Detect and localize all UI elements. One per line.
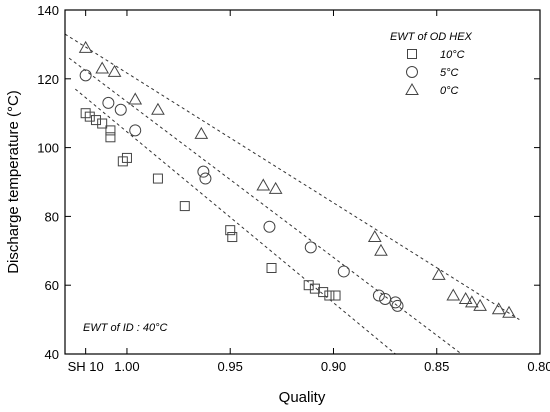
data-point-square [309,283,320,294]
legend-title: EWT of OD HEX [390,31,473,43]
data-point-triangle [491,302,506,315]
y-tick-label: 120 [37,72,59,87]
data-point-circle [129,124,142,137]
x-tick-label: 0.95 [218,359,243,374]
data-point-square [330,290,341,301]
data-point-triangle [268,181,283,194]
data-point-triangle [78,40,93,53]
data-point-triangle [128,92,143,105]
x-axis-title: Quality [279,389,326,406]
legend: EWT of OD HEX 10°C 5°C 0°C [390,31,473,97]
data-point-circle [372,289,385,302]
y-axis-title: Discharge temperature (°C) [5,90,22,274]
data-point-square [318,287,329,298]
data-point-square [266,263,277,273]
data-point-circle [102,96,115,109]
data-point-triangle [107,64,122,77]
data-point-triangle [256,178,271,191]
data-point-circle [197,165,210,178]
data-point-triangle [473,298,487,311]
data-point-triangle [446,288,461,301]
data-point-triangle [374,243,388,256]
data-point-circle [389,296,402,309]
data-point-square [225,225,236,236]
plot-frame [64,9,541,355]
data-point-square [152,173,163,184]
data-point-circle [391,299,404,312]
fit-line-square [75,88,396,355]
y-tick-label: 100 [37,141,59,156]
x-tick-label: 0.80 [527,359,550,374]
data-point-triangle [367,230,382,243]
data-point-square [90,115,101,126]
x-tick-label: 0.85 [424,359,449,374]
data-point-triangle [502,305,516,318]
data-point-square [105,132,116,143]
data-point-square [121,152,132,163]
data-point-triangle [458,291,473,304]
legend-label: 10°C [440,49,465,61]
x-axis: SH 10 1.00 0.95 0.90 0.85 0.80 [68,10,550,374]
legend-label: 5°C [440,67,459,79]
fit-lines [64,33,520,355]
data-point-circle [199,172,212,185]
legend-marker-circle [406,66,418,78]
x-tick-label: 1.00 [114,359,139,374]
data-markers [78,40,516,318]
y-tick-label: 40 [45,347,59,362]
data-point-square [227,232,238,243]
x-tick-label: SH 10 [68,359,104,374]
data-point-circle [263,220,276,233]
data-point-triangle [151,102,165,115]
data-point-triangle [95,61,110,74]
data-point-square [105,125,116,136]
data-point-circle [114,103,127,116]
fit-line-circle [68,57,462,355]
y-axis: 40 60 80 100 120 140 [37,3,540,362]
data-point-square [303,280,314,291]
y-tick-label: 80 [45,209,59,224]
legend-label: 0°C [440,85,459,97]
data-point-square [97,118,108,129]
legend-marker-square [407,49,417,59]
y-tick-label: 60 [45,278,59,293]
legend-marker-triangle [405,82,419,95]
data-point-square [179,201,190,212]
y-tick-label: 140 [37,3,59,18]
data-point-circle [379,292,392,305]
data-point-triangle [194,126,209,139]
data-point-square [324,290,335,301]
data-point-circle [337,265,350,278]
data-point-triangle [464,295,479,308]
data-point-circle [304,241,317,254]
data-point-triangle [431,267,446,280]
data-point-square [84,111,95,122]
data-point-circle [79,69,92,82]
x-tick-label: 0.90 [321,359,346,374]
annotation-text: EWT of ID : 40°C [83,322,168,334]
